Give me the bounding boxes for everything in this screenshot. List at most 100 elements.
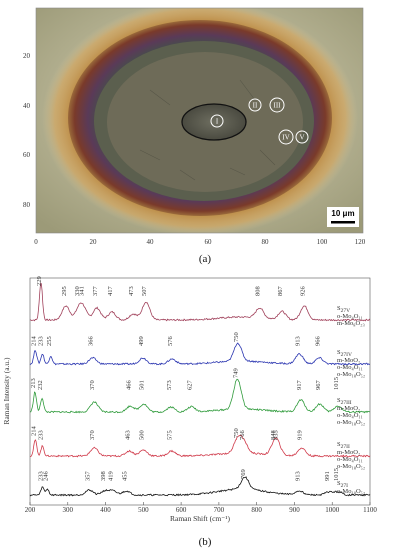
x-tick-label: 20 [90,238,98,246]
phase-label: o-Mo₁₈O₅₂ [337,419,365,426]
peak-label: 919 [297,430,304,440]
spectrum-line [29,434,371,458]
x-tick-label: 60 [205,238,213,246]
spectrum-S27IV: 214 233 255 366 499 576 750 913 966S27IVm-MoO₂o-… [29,332,371,378]
peak-label: 499 [138,336,145,346]
peak-label: 750 [233,428,240,438]
phase-label: o-Mo₄O₁₁ [337,412,363,419]
peak-label: 255 [46,336,53,346]
peak-label: 573 [166,380,173,390]
point-marker-I: I [210,114,224,128]
sample-label: S27III [337,397,352,406]
phase-label: m-Mo₈O₂₃ [337,320,365,327]
spectrum-line [30,378,371,414]
peak-label: 769 [240,469,247,479]
spectrum-line [29,342,371,366]
peak-label: 967 [315,380,322,391]
peak-label: 766 [239,429,246,440]
peak-label: 913 [294,336,301,346]
phase-label: m-MoO₂ [337,405,360,412]
svg-text:III: III [274,102,282,110]
peak-label: 233 [38,430,45,440]
panel-b-label: (b) [199,536,212,548]
peak-label: 575 [167,430,174,440]
x-tick-label: 800 [251,506,262,514]
peak-label: 419 [108,471,115,481]
peak-label: 295 [61,286,68,296]
phase-label: o-Mo₁₈O₅₂ [337,371,365,378]
peak-label: 330 [74,286,81,296]
spectrum-line [29,282,371,322]
phase-label: o-Mo₁₈O₅₂ [337,463,365,470]
phase-label: o-Mo₄O₁₁ [337,364,363,371]
peak-label: 366 [88,335,95,346]
phase-label: o-Mo₄O₁₁ [337,313,363,320]
svg-text:V: V [299,134,304,142]
x-tick-label: 1100 [363,506,377,514]
x-tick-label: 400 [100,506,111,514]
x-tick-label: 1000 [325,506,340,514]
plot-frame [29,277,371,506]
y-axis-label: Raman Intensity (a.u.) [2,357,11,425]
spectrum-line [29,476,371,497]
x-tick-label: 80 [262,238,270,246]
phase-label: m-MoO₂ [337,357,360,364]
peak-label: 913 [294,471,301,481]
raman-x-ticks: 200 300 400 500 600 700 800 900 1000 1100 [25,502,377,514]
y-tick-label: 80 [23,201,31,209]
svg-text:IV: IV [282,134,289,142]
peak-label: 627 [186,379,193,390]
peak-label: 233 [38,471,45,481]
svg-text:I: I [216,118,219,126]
sample-label: S27II [337,441,350,450]
scale-bar [331,221,355,224]
x-tick-label: 40 [147,238,155,246]
x-axis-label: Raman Shift (cm⁻¹) [170,514,230,523]
peak-label: 398 [100,471,107,481]
peak-label: 750 [233,332,240,342]
peak-label: 867 [277,286,284,297]
peak-label: 357 [84,470,91,481]
x-tick-label: 900 [289,506,300,514]
micrograph-panel: 10 μm I II III IV V [23,7,366,265]
y-tick-label: 60 [23,151,31,159]
peak-label: 466 [126,380,133,391]
peak-label: 1015 [333,468,340,481]
peak-label: 501 [139,380,146,390]
peak-label: 576 [167,335,174,346]
panel-a-label: (a) [199,253,212,265]
peak-label: 213 [30,378,37,388]
point-marker-IV: IV [278,129,294,145]
peak-label: 507 [141,286,148,297]
x-tick-label: 600 [176,506,187,514]
x-tick-label: 0 [34,238,38,246]
peak-label: 370 [89,380,96,390]
peak-label: 926 [299,286,306,297]
peak-label: 463 [124,430,131,440]
sample-label: S27V [337,305,350,314]
x-tick-label: 100 [317,238,328,246]
peak-label: 1015 [333,377,340,390]
peak-label: 855 [272,430,279,440]
peak-label: 233 [38,336,45,346]
panel-a-y-ticks: 20 40 60 80 [23,52,31,209]
x-tick-label: 120 [355,238,366,246]
x-tick-label: 200 [25,506,36,514]
spectrum-S27III: 213 232 370 466 501 573 627 749 917 967 1015 S27III… [30,368,371,426]
phase-label: m-MoO₂ [337,449,360,456]
phase-label: o-Mo₁₈O₅₂ [337,488,365,495]
point-marker-III: III [269,97,285,113]
peak-label: 214 [30,426,37,437]
peak-label: 808 [255,286,262,296]
peak-label: 214 [30,336,37,347]
peak-label: 232 [37,380,44,390]
peak-label: 500 [138,430,145,440]
micrograph-image: 10 μm I II III IV V [36,8,363,233]
x-tick-label: 700 [214,506,225,514]
peak-label: 377 [92,286,99,297]
sample-label: S27IV [337,349,352,358]
